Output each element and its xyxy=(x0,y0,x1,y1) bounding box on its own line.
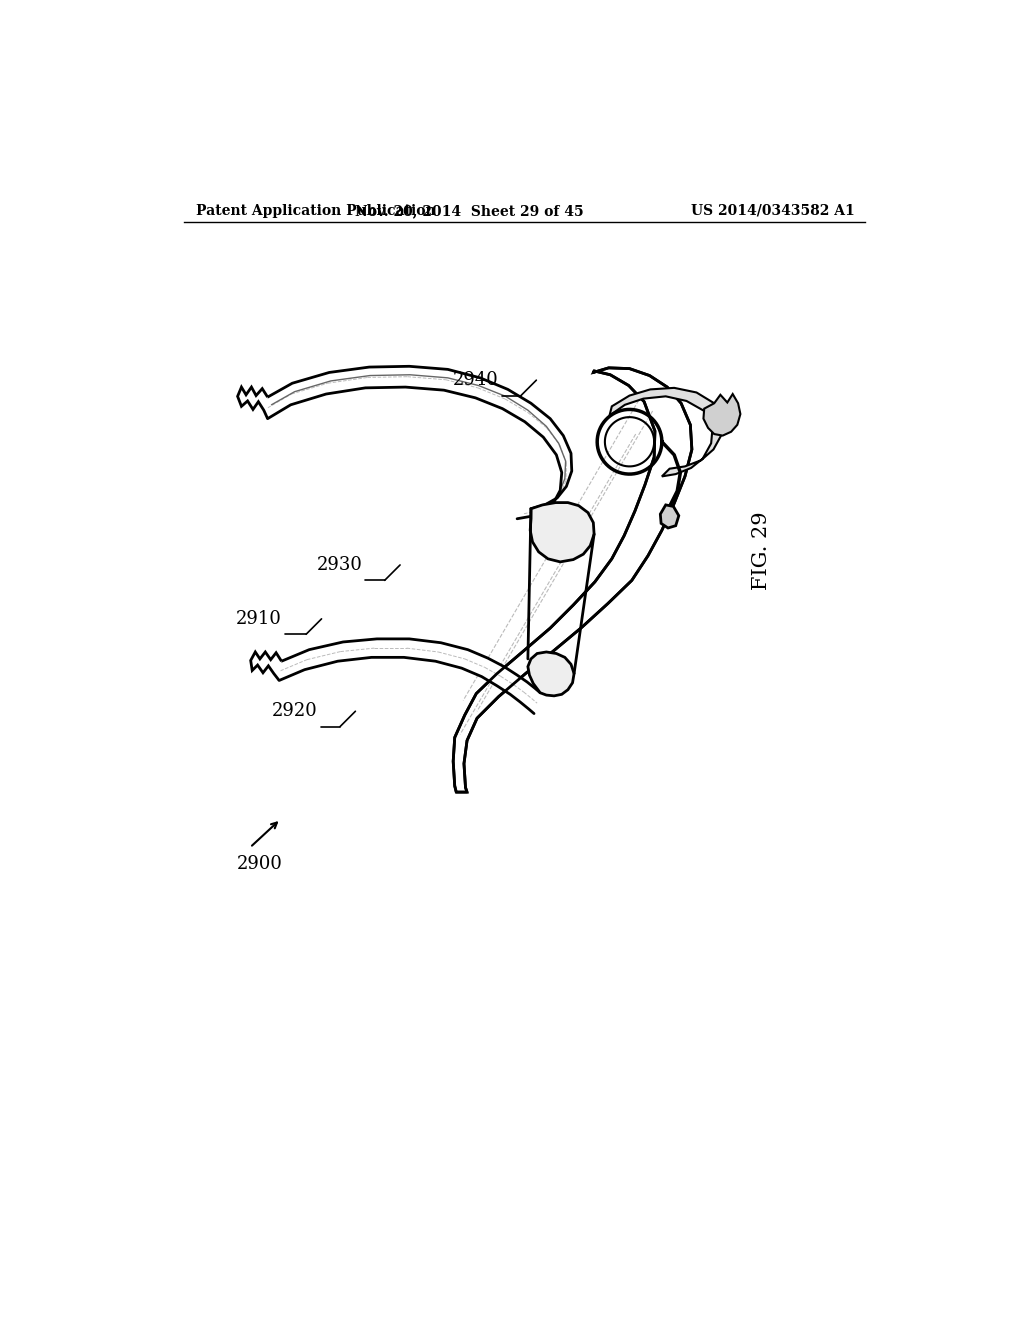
Text: 2920: 2920 xyxy=(272,702,317,721)
Text: 2940: 2940 xyxy=(453,371,499,389)
Text: 2910: 2910 xyxy=(236,610,282,628)
Polygon shape xyxy=(703,395,740,436)
Polygon shape xyxy=(454,368,692,792)
Text: 2930: 2930 xyxy=(316,556,362,574)
Polygon shape xyxy=(251,652,282,681)
Polygon shape xyxy=(238,387,267,418)
Text: FIG. 29: FIG. 29 xyxy=(753,512,771,590)
Polygon shape xyxy=(609,388,724,477)
Text: 2900: 2900 xyxy=(237,855,283,874)
Text: Patent Application Publication: Patent Application Publication xyxy=(196,203,435,218)
Text: US 2014/0343582 A1: US 2014/0343582 A1 xyxy=(690,203,854,218)
Polygon shape xyxy=(280,639,541,714)
Text: Nov. 20, 2014  Sheet 29 of 45: Nov. 20, 2014 Sheet 29 of 45 xyxy=(355,203,584,218)
Polygon shape xyxy=(660,506,679,528)
Polygon shape xyxy=(528,652,574,696)
Polygon shape xyxy=(530,503,594,562)
Polygon shape xyxy=(267,367,571,519)
